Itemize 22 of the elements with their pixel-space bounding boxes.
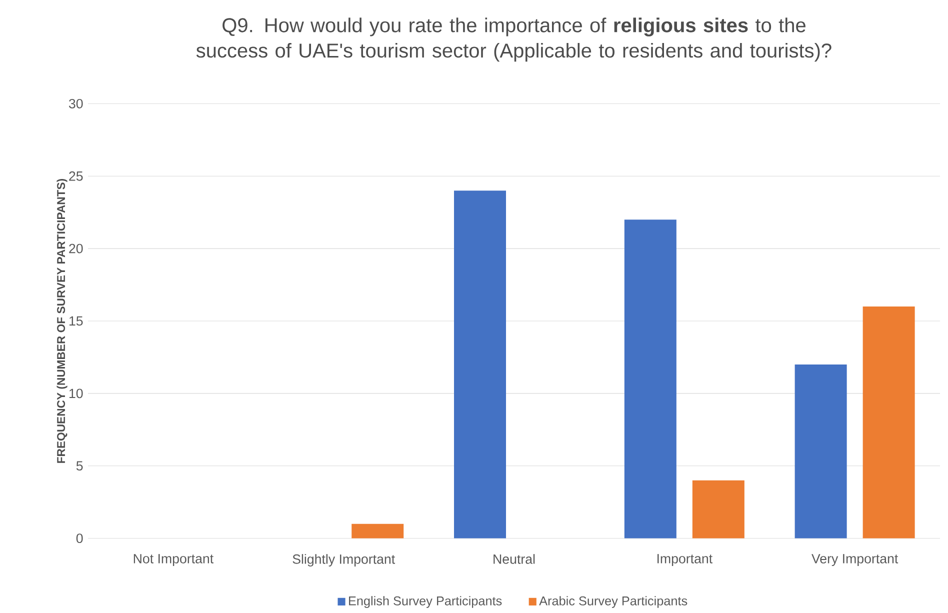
y-tick-label: 15 (69, 316, 83, 326)
bar (692, 480, 744, 538)
y-axis-title: FREQUENCY (NUMBER OF SURVEY PARTICIPANTS) (56, 178, 68, 463)
bar (794, 364, 847, 538)
x-tick-label: Important (657, 554, 712, 566)
x-tick-label: Very Important (812, 554, 898, 566)
x-tick-label: Slightly Important (292, 554, 395, 566)
bar (454, 190, 506, 538)
x-tick-label: Neutral (494, 554, 535, 564)
legend-label: Arabic Survey Participants (539, 596, 688, 608)
y-tick-label: 10 (69, 388, 83, 398)
chart-title: Q9. How would you rate the importance of religious sites to the success of UAE's tourism sector (Applicable to residents and tourists)? (196, 18, 832, 62)
legend-label: English Survey Participants (349, 596, 502, 608)
y-tick-label: 5 (76, 461, 83, 471)
x-tick-label: Not Important (134, 554, 214, 566)
y-tick-label: 20 (69, 244, 83, 254)
y-tick-label: 25 (69, 171, 83, 181)
y-tick-label: 30 (68, 98, 83, 108)
bar (352, 524, 404, 538)
bar (862, 306, 915, 538)
bar (624, 220, 676, 538)
y-tick-label: 0 (76, 534, 83, 544)
